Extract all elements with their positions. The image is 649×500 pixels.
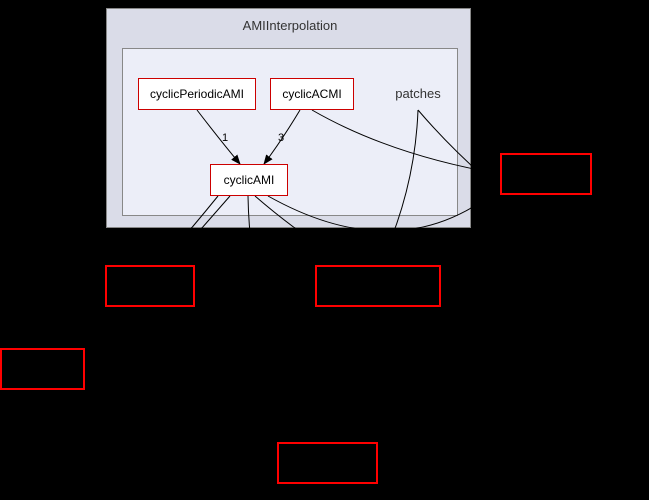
node-label: cyclicPeriodicAMI bbox=[150, 87, 244, 101]
red-box-5[interactable] bbox=[277, 442, 378, 484]
red-box-3[interactable] bbox=[315, 265, 441, 307]
inner-title: patches bbox=[388, 86, 448, 101]
red-box-1[interactable] bbox=[500, 153, 592, 195]
node-cyclic-acmi[interactable]: cyclicACMI bbox=[270, 78, 354, 110]
red-box-2[interactable] bbox=[105, 265, 195, 307]
node-cyclic-ami[interactable]: cyclicAMI bbox=[210, 164, 288, 196]
node-label: cyclicACMI bbox=[282, 87, 341, 101]
edge-label-1: 1 bbox=[222, 132, 228, 144]
node-label: cyclicAMI bbox=[224, 173, 275, 187]
edge-label-3: 3 bbox=[278, 132, 284, 144]
red-box-4[interactable] bbox=[0, 348, 85, 390]
outer-title: AMIInterpolation bbox=[230, 18, 350, 33]
node-cyclic-periodic-ami[interactable]: cyclicPeriodicAMI bbox=[138, 78, 256, 110]
inner-container bbox=[122, 48, 458, 216]
